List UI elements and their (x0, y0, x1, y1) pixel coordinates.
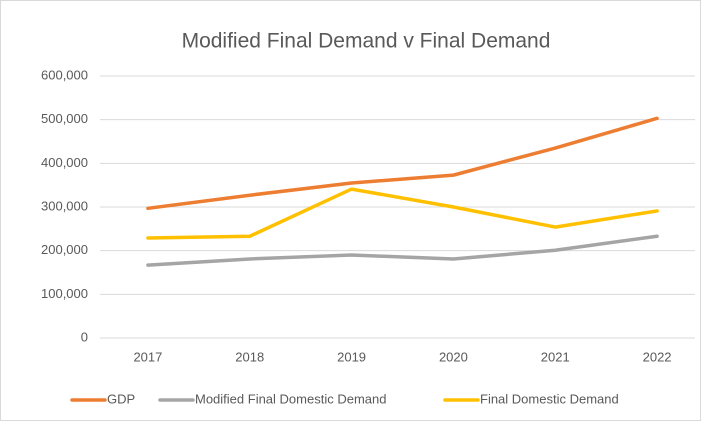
chart-frame (0, 0, 701, 421)
y-tick-label: 0 (81, 329, 88, 344)
x-tick-label: 2022 (643, 349, 672, 364)
x-tick-label: 2017 (133, 349, 162, 364)
x-tick-label: 2021 (541, 349, 570, 364)
legend-label: GDP (107, 391, 135, 406)
series-line (146, 234, 659, 267)
legend-label: Final Domestic Demand (480, 391, 619, 406)
y-tick-label: 300,000 (41, 198, 88, 213)
legend-label: Modified Final Domestic Demand (195, 391, 386, 406)
x-tick-label: 2019 (337, 349, 366, 364)
x-tick-label: 2020 (439, 349, 468, 364)
y-tick-label: 600,000 (41, 67, 88, 82)
x-tick-label: 2018 (235, 349, 264, 364)
chart-title: Modified Final Demand v Final Demand (182, 30, 551, 53)
series-line (146, 116, 659, 211)
y-tick-label: 400,000 (41, 155, 88, 170)
y-tick-label: 500,000 (41, 111, 88, 126)
y-tick-label: 200,000 (41, 242, 88, 257)
y-tick-label: 100,000 (41, 286, 88, 301)
series-line (146, 187, 659, 240)
